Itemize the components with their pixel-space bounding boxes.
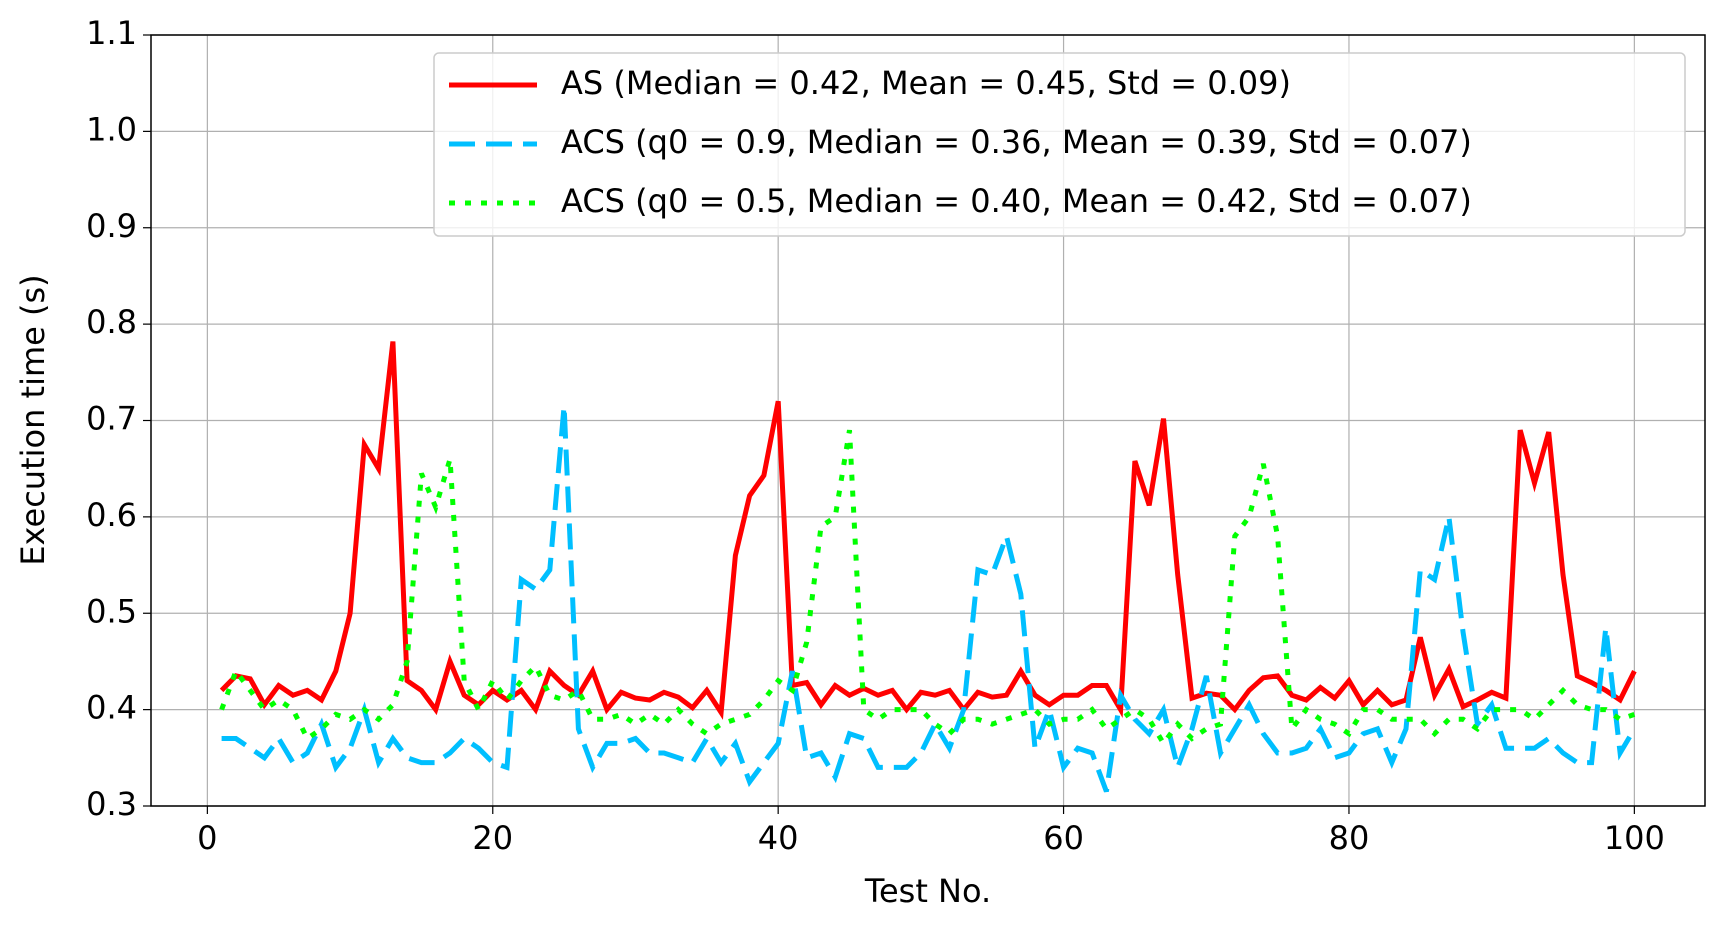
series-line (219, 429, 1636, 748)
x-tick-label: 20 (472, 819, 513, 857)
y-axis-label: Execution time (s) (14, 274, 52, 565)
y-tick-label: 0.8 (86, 303, 137, 341)
series-line (221, 405, 1637, 793)
series-line (219, 341, 1637, 720)
x-tick-label: 40 (758, 819, 799, 857)
y-tick-label: 0.5 (86, 592, 137, 630)
x-tick-label: 80 (1329, 819, 1370, 857)
x-tick-label: 60 (1043, 819, 1084, 857)
legend-label: ACS (q0 = 0.5, Median = 0.40, Mean = 0.4… (561, 182, 1472, 220)
y-tick-label: 0.9 (86, 207, 137, 245)
plot-frame (150, 34, 1706, 807)
x-tick-label: 100 (1604, 819, 1665, 857)
legend-box (433, 52, 1686, 237)
legend-label: ACS (q0 = 0.9, Median = 0.36, Mean = 0.3… (561, 123, 1472, 161)
x-axis-label: Test No. (864, 872, 991, 910)
legend-label: AS (Median = 0.42, Mean = 0.45, Std = 0.… (561, 64, 1291, 102)
y-tick-label: 0.6 (86, 496, 137, 534)
y-tick-label: 1.0 (86, 110, 137, 148)
y-tick-label: 0.7 (86, 400, 137, 438)
x-tick-label: 0 (197, 819, 217, 857)
y-tick-label: 0.4 (86, 689, 137, 727)
y-tick-label: 0.3 (86, 785, 137, 823)
y-tick-label: 1.1 (86, 14, 137, 52)
